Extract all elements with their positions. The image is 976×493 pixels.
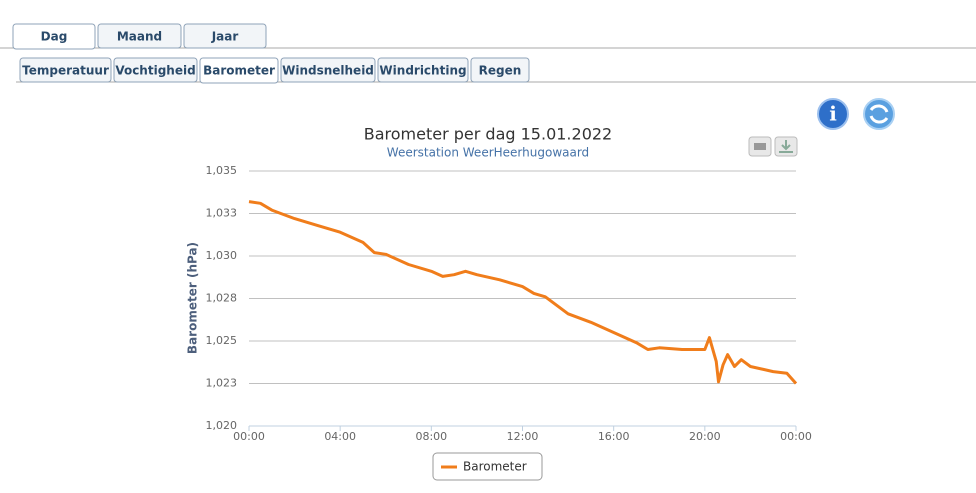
subtab[interactable] bbox=[113, 57, 198, 83]
subtab-label[interactable]: Windsnelheid bbox=[282, 64, 374, 78]
subtab[interactable] bbox=[470, 57, 530, 83]
subtab-label[interactable]: Windrichting bbox=[379, 64, 466, 78]
subtab-label[interactable]: Barometer bbox=[203, 64, 275, 78]
subtab[interactable] bbox=[19, 57, 112, 83]
x-tick-label: 12:00 bbox=[507, 430, 539, 443]
tab-label[interactable]: Maand bbox=[117, 30, 162, 44]
tab[interactable] bbox=[97, 23, 182, 49]
x-tick-label: 04:00 bbox=[324, 430, 356, 443]
y-tick-label: 1,020 bbox=[206, 419, 238, 432]
tab-label[interactable]: Dag bbox=[41, 30, 68, 44]
y-tick-label: 1,025 bbox=[206, 334, 238, 347]
line-series bbox=[248, 200, 798, 385]
subtab-label[interactable]: Vochtigheid bbox=[115, 64, 195, 78]
x-tick-label: 20:00 bbox=[689, 430, 721, 443]
info-icon[interactable]: i bbox=[817, 98, 849, 130]
y-tick-label: 1,035 bbox=[206, 164, 238, 177]
chart-title: Barometer per dag 15.01.2022 bbox=[364, 125, 612, 144]
x-tick-label: 00:00 bbox=[780, 430, 812, 443]
y-tick-label: 1,033 bbox=[206, 207, 238, 220]
subtab-label[interactable]: Regen bbox=[479, 64, 522, 78]
subtab[interactable] bbox=[199, 57, 279, 84]
tab-label[interactable]: Jaar bbox=[211, 30, 239, 44]
x-tick-label: 08:00 bbox=[415, 430, 447, 443]
print-button[interactable] bbox=[748, 136, 772, 157]
y-tick-label: 1,023 bbox=[206, 377, 238, 390]
legend-label[interactable]: Barometer bbox=[463, 460, 527, 474]
y-tick-label: 1,030 bbox=[206, 249, 238, 262]
subtab[interactable] bbox=[377, 57, 469, 83]
tab[interactable] bbox=[183, 23, 267, 49]
legend-box bbox=[432, 452, 543, 481]
subtab[interactable] bbox=[280, 57, 376, 83]
y-tick-label: 1,028 bbox=[206, 292, 238, 305]
x-tick-label: 00:00 bbox=[233, 430, 265, 443]
export-button[interactable] bbox=[774, 136, 798, 157]
x-tick-label: 16:00 bbox=[598, 430, 630, 443]
tab[interactable] bbox=[12, 23, 96, 50]
svg-text:i: i bbox=[829, 102, 837, 126]
y-axis-title: Barometer (hPa) bbox=[186, 242, 200, 354]
subtab-label[interactable]: Temperatuur bbox=[22, 64, 109, 78]
refresh-icon[interactable] bbox=[863, 98, 895, 130]
chart-subtitle: Weerstation WeerHeerhugowaard bbox=[387, 146, 589, 160]
